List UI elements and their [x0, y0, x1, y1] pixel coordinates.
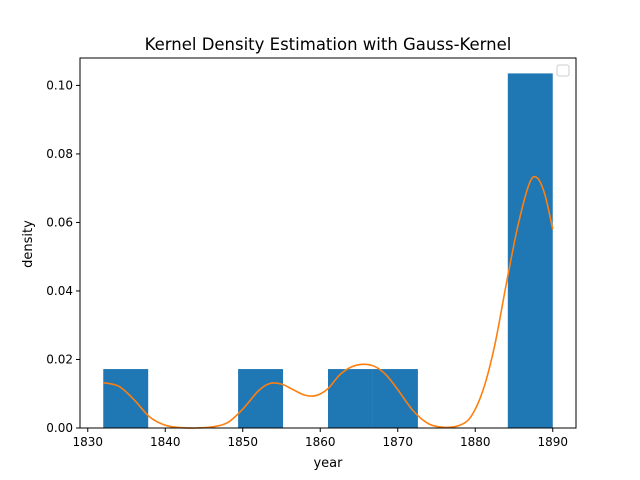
y-tick-label: 0.06 [46, 215, 73, 229]
y-axis-label: density [21, 220, 36, 268]
plot-frame [79, 57, 577, 429]
histogram-bars [103, 73, 553, 429]
y-tick-label: 0.10 [46, 78, 73, 92]
y-tick-label: 0.08 [46, 147, 73, 161]
x-axis-ticks: 1830 1840 1850 1860 1870 1880 1890 [72, 428, 568, 449]
legend-box [556, 64, 570, 77]
x-tick-label: 1880 [460, 435, 491, 449]
y-axis-ticks: 0.00 0.02 0.04 0.06 0.08 0.10 [46, 78, 80, 435]
x-tick-label: 1860 [305, 435, 336, 449]
histogram-bar-3 [238, 369, 284, 428]
y-tick-label: 0.04 [46, 284, 73, 298]
x-tick-label: 1840 [150, 435, 181, 449]
chart-title: Kernel Density Estimation with Gauss-Ker… [145, 35, 512, 54]
x-tick-label: 1890 [537, 435, 568, 449]
histogram-bar-0 [103, 369, 149, 428]
histogram-bar-6 [372, 369, 418, 428]
y-tick-label: 0.02 [46, 352, 73, 366]
x-tick-label: 1850 [227, 435, 258, 449]
histogram-bar-9 [507, 73, 553, 429]
x-axis-label: year [313, 456, 343, 471]
y-tick-label: 0.00 [46, 421, 73, 435]
plot-area [79, 57, 577, 429]
x-tick-label: 1830 [72, 435, 103, 449]
x-tick-label: 1870 [382, 435, 413, 449]
histogram-bar-5 [328, 369, 373, 428]
